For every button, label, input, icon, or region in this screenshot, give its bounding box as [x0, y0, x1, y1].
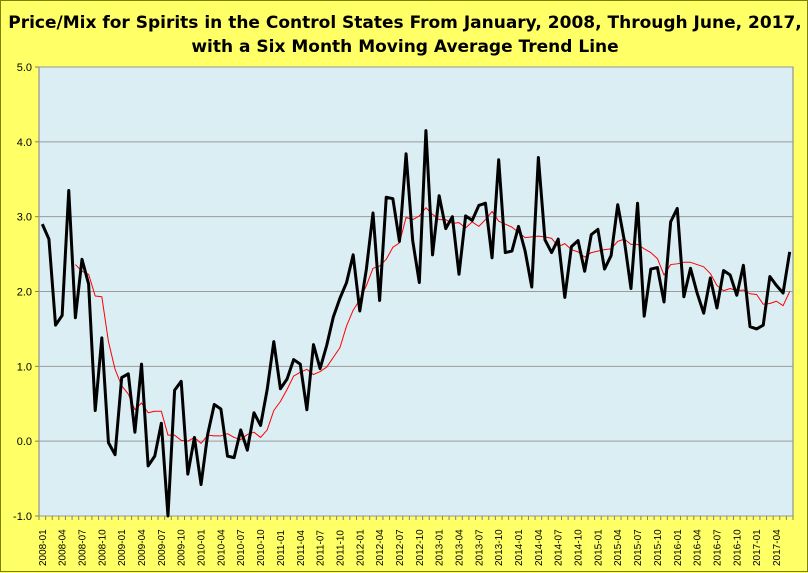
- x-tick-label: 2014-07: [554, 529, 565, 566]
- y-tick-label: 4.0: [17, 137, 32, 149]
- x-tick-label: 2013-10: [494, 529, 505, 566]
- y-tick-label: -1.0: [13, 511, 32, 523]
- x-tick-label: 2009-07: [157, 529, 168, 566]
- x-tick-label: 2010-07: [236, 529, 247, 566]
- x-tick-label: 2009-10: [177, 529, 188, 566]
- x-tick-label: 2013-01: [435, 529, 446, 566]
- x-tick-label: 2008-01: [38, 529, 49, 566]
- x-tick-label: 2015-04: [613, 529, 624, 566]
- x-tick-label: 2016-04: [693, 529, 704, 566]
- y-tick-label: 1.0: [17, 361, 32, 373]
- x-tick-label: 2016-07: [712, 529, 723, 566]
- chart-title: Price/Mix for Spirits in the Control Sta…: [8, 13, 802, 33]
- x-tick-label: 2013-04: [454, 529, 465, 566]
- x-tick-label: 2014-01: [514, 529, 525, 566]
- x-tick-label: 2015-07: [633, 529, 644, 566]
- x-tick-label: 2011-10: [335, 530, 346, 566]
- x-tick-label: 2017-04: [772, 529, 783, 566]
- y-tick-label: 5.0: [17, 62, 32, 74]
- x-tick-label: 2015-01: [593, 529, 604, 566]
- x-tick-label: 2016-10: [732, 529, 743, 566]
- x-tick-label: 2011-07: [316, 530, 327, 566]
- chart-subtitle: with a Six Month Moving Average Trend Li…: [191, 37, 619, 57]
- x-tick-label: 2011-01: [276, 530, 287, 566]
- x-tick-label: 2012-01: [355, 529, 366, 566]
- x-tick-label: 2011-04: [296, 530, 307, 566]
- x-tick-label: 2010-04: [216, 529, 227, 566]
- x-tick-label: 2009-04: [137, 529, 148, 566]
- x-tick-label: 2012-04: [375, 529, 386, 566]
- x-tick-label: 2014-04: [534, 529, 545, 566]
- x-tick-label: 2016-01: [673, 529, 684, 566]
- x-tick-label: 2008-04: [58, 529, 69, 566]
- x-tick-label: 2010-01: [197, 529, 208, 566]
- x-tick-label: 2014-10: [574, 529, 585, 566]
- x-tick-label: 2009-01: [117, 529, 128, 566]
- y-tick-label: 3.0: [17, 212, 32, 224]
- x-tick-label: 2010-10: [256, 529, 267, 566]
- x-tick-label: 2013-07: [474, 529, 485, 566]
- y-tick-label: 2.0: [17, 287, 32, 299]
- x-tick-label: 2012-07: [395, 529, 406, 566]
- x-tick-label: 2008-10: [97, 529, 108, 566]
- x-tick-label: 2012-10: [415, 529, 426, 566]
- x-tick-label: 2015-10: [653, 529, 664, 566]
- x-tick-label: 2008-07: [77, 529, 88, 566]
- x-tick-label: 2017-01: [752, 529, 763, 566]
- series-line-price-mix: [40, 129, 792, 518]
- y-tick-label: 0.0: [17, 436, 32, 448]
